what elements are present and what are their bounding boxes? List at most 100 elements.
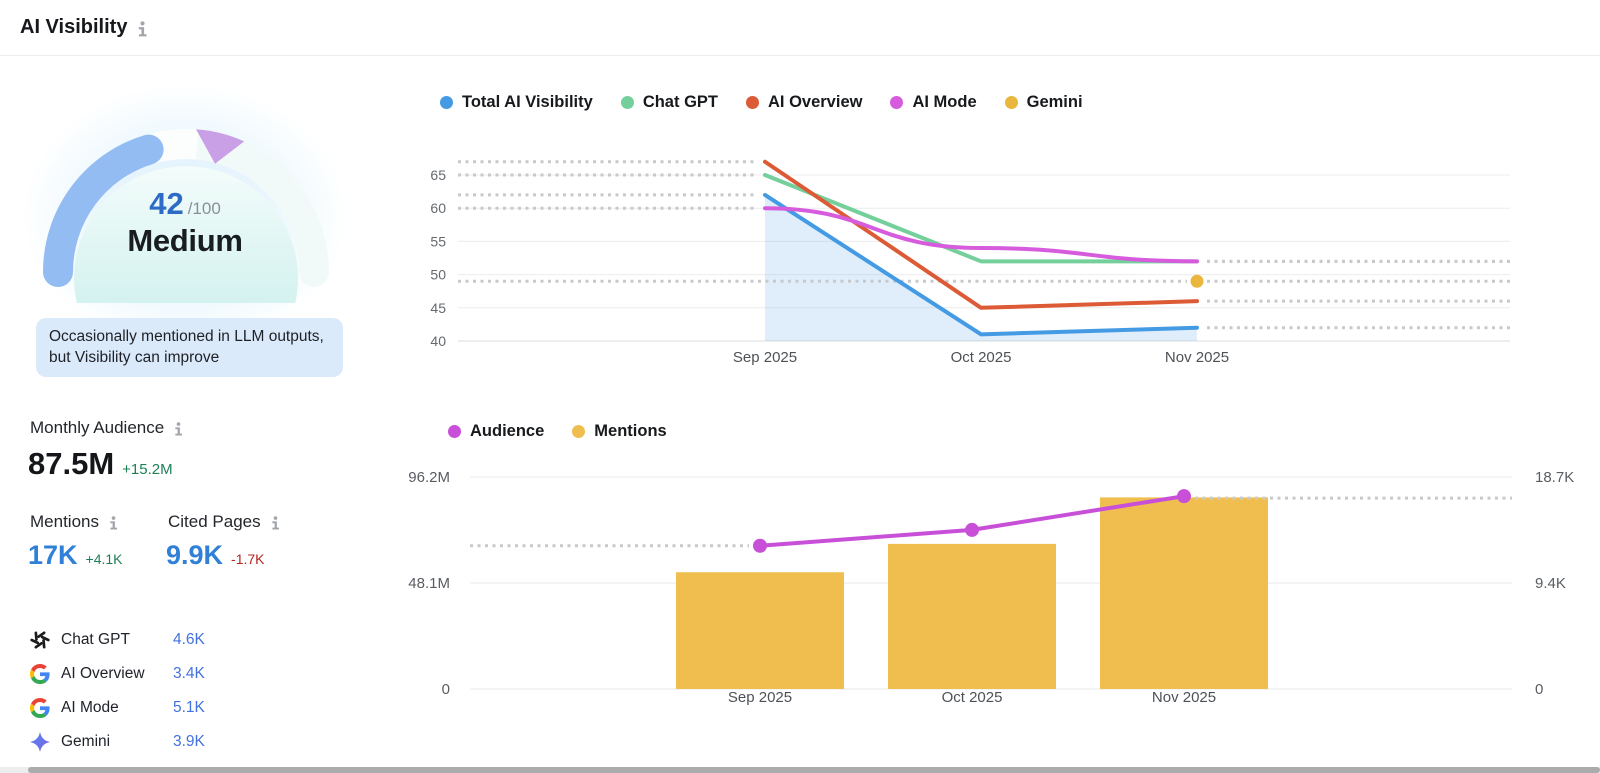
score-value: 42	[149, 186, 184, 221]
audience-point[interactable]	[1177, 489, 1191, 504]
legend-dot	[440, 96, 453, 109]
axis-tick-label: Sep 2025	[728, 689, 792, 706]
axis-tick-label: 0	[442, 681, 450, 698]
axis-tick-label: Oct 2025	[942, 689, 1003, 706]
monthly-audience-value: 87.5M	[28, 446, 115, 481]
score-block: 42 /100 Medium	[24, 186, 346, 259]
platform-value[interactable]: 4.6K	[173, 631, 205, 648]
series-line	[763, 173, 1199, 264]
info-icon[interactable]	[136, 20, 149, 37]
axis-tick-label: 0	[1535, 681, 1543, 698]
platform-value[interactable]: 3.4K	[173, 665, 205, 682]
gauge-marker-wedge	[196, 129, 245, 164]
platform-label: Gemini	[61, 733, 111, 750]
axis-tick-label: 65	[430, 167, 446, 183]
legend-label: Chat GPT	[642, 93, 718, 111]
platform-label: AI Mode	[61, 699, 119, 716]
gauge-value-arc	[43, 134, 164, 287]
axis-tick-label: 40	[430, 333, 446, 349]
axis-tick-label: 9.4K	[1535, 575, 1566, 592]
audience-point[interactable]	[965, 522, 979, 537]
mentions-value-row: 17K +4.1K	[28, 540, 123, 571]
monthly-audience-delta: +15.2M	[122, 461, 173, 478]
legend-label: AI Overview	[767, 93, 863, 111]
audience-point[interactable]	[753, 538, 767, 553]
legend-item-mentions[interactable]: Mentions	[572, 422, 667, 441]
legend-label: AI Mode	[912, 93, 977, 111]
page-title: AI Visibility	[20, 16, 128, 38]
google-icon	[30, 698, 50, 718]
legend-item-gemini[interactable]: Gemini	[1004, 93, 1083, 112]
platform-list: Chat GPT 4.6K AI Overview 3.4K AI Mode 5.1K Ge…	[30, 623, 280, 759]
page-header: AI Visibility	[0, 0, 1600, 55]
platform-row-gemini: Gemini 3.9K	[30, 725, 280, 759]
cited-pages-info-icon[interactable]	[270, 516, 281, 530]
mentions-bar[interactable]	[888, 543, 1056, 689]
axis-tick-label: 48.1M	[408, 575, 450, 592]
legend-item-ai-mode[interactable]: AI Mode	[890, 93, 977, 112]
platform-label: Chat GPT	[61, 631, 130, 648]
legend-dot	[745, 96, 759, 109]
visibility-chart-legend: Total AI Visibility Chat GPT AI Overview AI…	[440, 93, 1083, 112]
cited-pages-delta: -1.7K	[231, 551, 265, 567]
axis-tick-label: 96.2M	[408, 469, 450, 486]
cited-pages-value: 9.9K	[166, 540, 224, 570]
legend-dot	[448, 425, 461, 438]
score-description: Occasionally mentioned in LLM outputs, b…	[36, 318, 343, 377]
series-line	[763, 206, 1199, 264]
chatgpt-icon	[30, 631, 50, 649]
legend-dot	[890, 96, 904, 109]
series-line	[763, 192, 1199, 337]
platform-row-ai-overview: AI Overview 3.4K	[30, 657, 280, 691]
axis-tick-label: Oct 2025	[951, 349, 1012, 366]
audience-mentions-legend: Audience Mentions	[448, 422, 667, 441]
axis-tick-label: 50	[430, 267, 446, 283]
monthly-audience-value-row: 87.5M +15.2M	[28, 446, 173, 482]
axis-tick-label: 45	[430, 300, 446, 316]
legend-label: Mentions	[594, 422, 667, 440]
monthly-audience-label-text: Monthly Audience	[30, 418, 165, 437]
axis-tick-label: 60	[430, 200, 446, 216]
cited-pages-label: Cited Pages	[168, 512, 281, 532]
series-line	[763, 159, 1199, 310]
mentions-delta: +4.1K	[85, 551, 123, 567]
horizontal-scrollbar-thumb[interactable]	[28, 767, 1600, 773]
legend-item-total-ai-visibility[interactable]: Total AI Visibility	[440, 93, 593, 112]
monthly-audience-info-icon[interactable]	[173, 422, 184, 436]
legend-label: Gemini	[1026, 93, 1083, 111]
score-max: /100	[187, 199, 221, 218]
area-fill	[765, 194, 1197, 341]
google-icon	[30, 664, 50, 684]
mentions-bar[interactable]	[676, 572, 844, 689]
header-divider	[0, 55, 1600, 56]
mentions-label-text: Mentions	[30, 512, 99, 531]
legend-item-ai-overview[interactable]: AI Overview	[745, 93, 863, 112]
monthly-audience-label: Monthly Audience	[30, 418, 184, 438]
legend-dot	[572, 425, 586, 438]
axis-tick-label: 55	[430, 233, 446, 249]
mentions-info-icon[interactable]	[108, 516, 119, 530]
platform-value[interactable]: 3.9K	[173, 733, 205, 750]
gauge-inner-disc	[74, 166, 298, 303]
visibility-trend-chart[interactable]: 65 60 55 50 45 40 Sep 2025 Oct 2025 Nov 2025	[420, 140, 1600, 380]
axis-tick-label: Nov 2025	[1152, 689, 1216, 706]
axis-tick-label: Sep 2025	[733, 349, 797, 366]
mentions-bar[interactable]	[1100, 497, 1268, 689]
series-point	[1190, 274, 1204, 288]
mentions-label: Mentions	[30, 512, 119, 532]
legend-dot	[1004, 96, 1018, 109]
audience-mentions-chart[interactable]: 96.2M 18.7K 48.1M 9.4K 0 0 Sep 2025 Oct 2025 Nov…	[380, 440, 1580, 730]
legend-label: Audience	[470, 422, 545, 440]
platform-row-ai-mode: AI Mode 5.1K	[30, 691, 280, 725]
cited-pages-label-text: Cited Pages	[168, 512, 261, 531]
platform-label: AI Overview	[61, 665, 145, 682]
legend-label: Total AI Visibility	[462, 93, 593, 111]
gemini-icon	[30, 732, 50, 752]
mentions-value: 17K	[28, 540, 78, 570]
legend-item-audience[interactable]: Audience	[448, 422, 544, 441]
platform-value[interactable]: 5.1K	[173, 699, 205, 716]
legend-item-chat-gpt[interactable]: Chat GPT	[620, 93, 718, 112]
score-rating: Medium	[127, 223, 243, 258]
cited-pages-value-row: 9.9K -1.7K	[166, 540, 265, 571]
